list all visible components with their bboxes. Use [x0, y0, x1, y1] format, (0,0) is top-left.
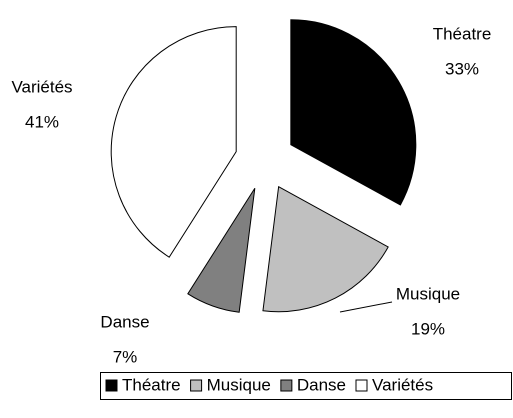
slice-label: Musique [396, 284, 460, 303]
legend-label: Musique [207, 375, 271, 394]
leader-line [339, 301, 393, 313]
legend-swatch [280, 379, 293, 392]
legend-swatch [355, 379, 368, 392]
pie-slice [290, 19, 417, 206]
slice-value-label: 19% [411, 319, 445, 338]
slice-value-label: 33% [445, 59, 479, 78]
pie-slice [187, 187, 256, 313]
legend-swatch [105, 379, 118, 392]
legend-label: Variétés [372, 375, 433, 394]
pie-slice [110, 26, 237, 258]
slice-label: Variétés [11, 77, 72, 96]
slice-label: Danse [100, 312, 149, 331]
legend-label: Danse [297, 375, 346, 394]
slice-value-label: 41% [25, 112, 59, 131]
legend-label: Théatre [122, 375, 181, 394]
legend-box [100, 372, 512, 400]
legend-swatch [190, 379, 203, 392]
slice-label: Théatre [433, 24, 492, 43]
slice-value-label: 7% [113, 347, 138, 366]
pie-slice [262, 185, 389, 313]
